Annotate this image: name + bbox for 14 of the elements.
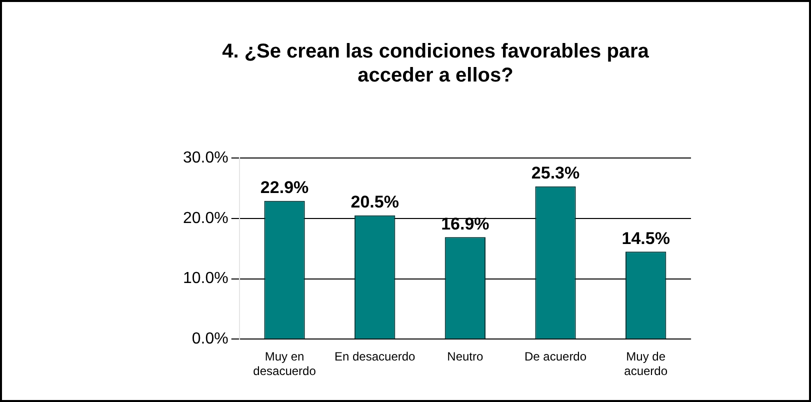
data-label: 14.5% (622, 228, 670, 248)
x-tick-label: De acuerdo (524, 350, 587, 364)
data-label: 20.5% (350, 192, 399, 212)
x-tick-label: Muy de acuerdo (624, 350, 668, 378)
data-label: 22.9% (260, 178, 309, 198)
y-tick-label: 20.0% (182, 210, 228, 227)
x-tick-label: En desacuerdo (334, 350, 416, 364)
y-tick-label: 0.0% (192, 330, 228, 348)
data-label: 25.3% (531, 164, 580, 183)
y-tick-label: 30.0% (182, 149, 228, 166)
x-tick-label: Neutro (447, 350, 484, 364)
y-tick-label: 10.0% (182, 270, 228, 288)
x-tick-label: Muy en desacuerdo (253, 350, 316, 378)
chart-title: 4. ¿Se crean las condiciones favorables para acceder a ellos? (222, 40, 650, 87)
